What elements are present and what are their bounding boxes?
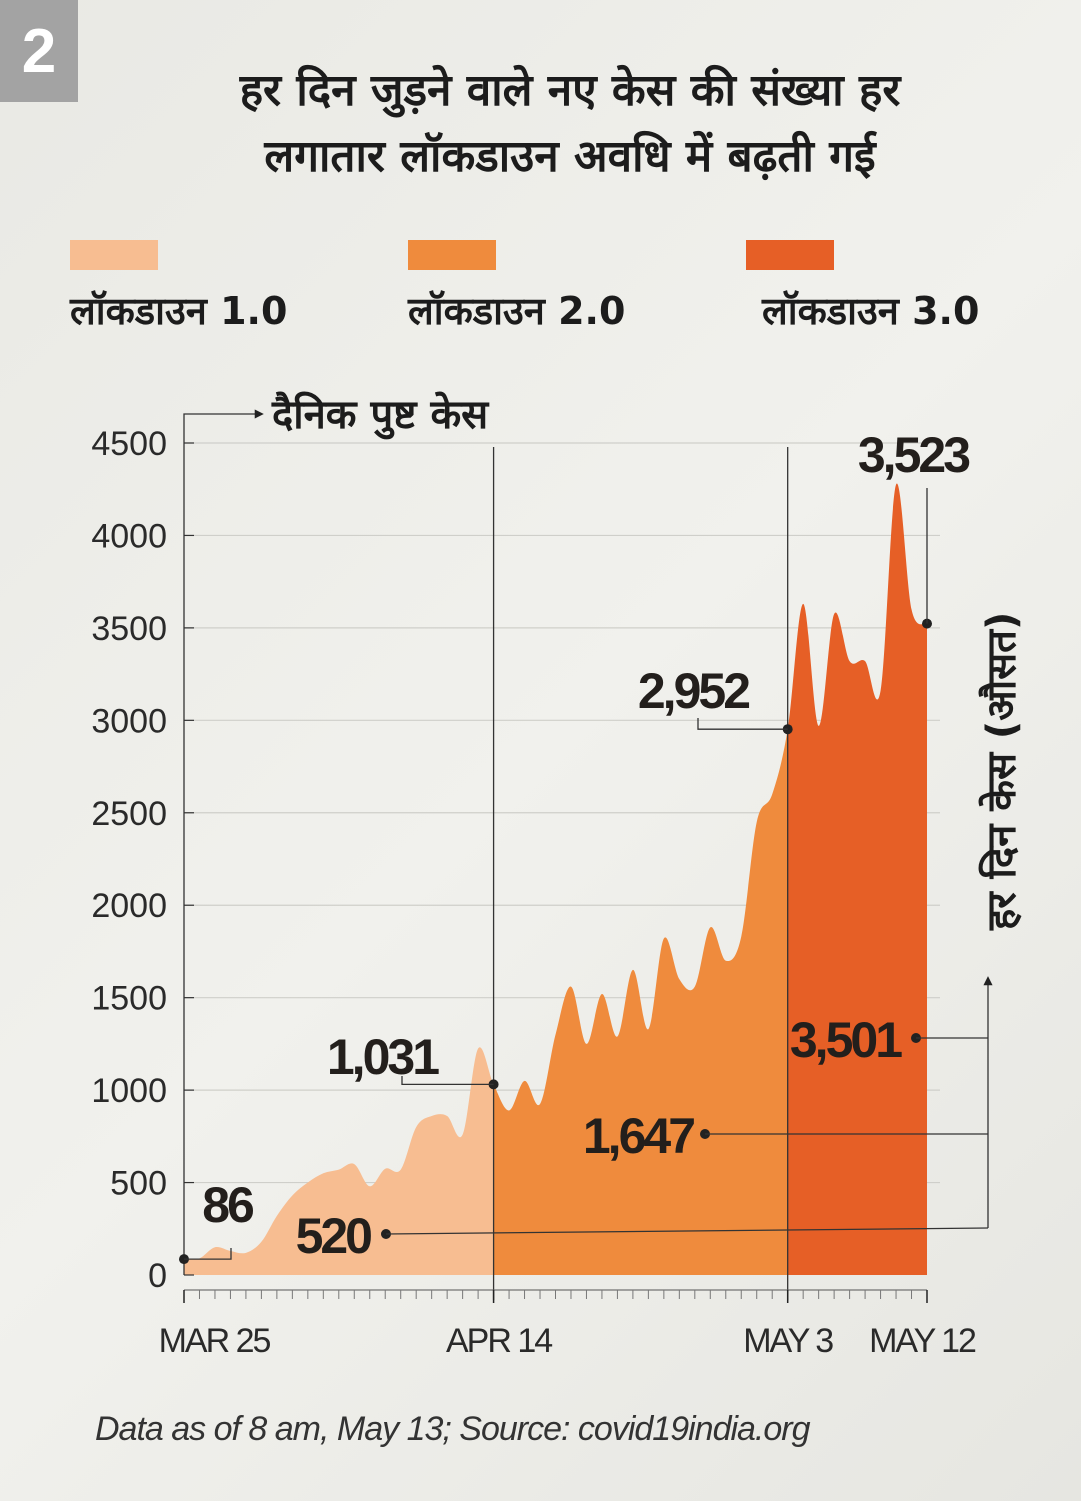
chart-title: हर दिन जुड़ने वाले नए केस की संख्या हर ल… xyxy=(90,58,1050,190)
y-tick-label: 2000 xyxy=(91,887,167,925)
point-label-may12: 3,523 xyxy=(858,427,969,483)
point-label-may3: 2,952 xyxy=(638,663,749,719)
title-line-1: हर दिन जुड़ने वाले नए केस की संख्या हर xyxy=(239,65,901,116)
chart-number-badge: 2 xyxy=(0,0,78,102)
y-axis-label: दैनिक पुष्ट केस xyxy=(271,391,490,440)
y-tick-label: 4500 xyxy=(91,425,167,463)
y-tick-label: 3000 xyxy=(91,702,167,740)
y-tick-label: 1500 xyxy=(91,980,167,1018)
y-tick-label: 3500 xyxy=(91,610,167,648)
legend-swatch xyxy=(408,240,496,270)
point-label-mar25: 86 xyxy=(202,1177,253,1233)
leader-line xyxy=(401,1076,494,1086)
area-lockdown-1 xyxy=(184,1047,494,1275)
x-tick-label: APR 14 xyxy=(446,1322,552,1360)
y-tick-label: 4000 xyxy=(91,517,167,555)
legend: लॉकडाउन 1.0 लॉकडाउन 2.0 लॉकडाउन 3.0 xyxy=(0,240,1081,340)
legend-swatch xyxy=(746,240,834,270)
y-tick-label: 0 xyxy=(148,1257,167,1295)
x-tick-label: MAY 12 xyxy=(869,1322,976,1360)
area-lockdown-2 xyxy=(493,729,788,1275)
right-axis-label: हर दिन केस (औसत) xyxy=(978,612,1025,931)
leader-line xyxy=(697,718,788,730)
legend-item-lockdown-1: लॉकडाउन 1.0 xyxy=(0,240,287,336)
legend-label: लॉकडाउन 3.0 xyxy=(762,289,980,333)
leader-line xyxy=(184,1248,232,1260)
source-note: Data as of 8 am, May 13; Source: covid19… xyxy=(95,1410,811,1448)
y-axis-line xyxy=(183,409,264,1275)
legend-label: लॉकडाउन 2.0 xyxy=(408,289,626,333)
x-tick-label: MAY 3 xyxy=(743,1322,833,1360)
legend-item-lockdown-2: लॉकडाउन 2.0 xyxy=(316,240,625,336)
x-tick-label: MAR 25 xyxy=(159,1322,271,1360)
y-tick-label: 2500 xyxy=(91,795,167,833)
title-line-2: लगातार लॉकडाउन अवधि में बढ़ती गई xyxy=(264,131,876,182)
legend-item-lockdown-3: लॉकडाउन 3.0 xyxy=(654,240,979,336)
average-label-lockdown-2: 1,647 xyxy=(583,1108,694,1164)
legend-swatch xyxy=(70,240,158,270)
y-tick-label: 1000 xyxy=(91,1072,167,1110)
legend-label: लॉकडाउन 1.0 xyxy=(70,289,288,333)
average-label-lockdown-3: 3,501 xyxy=(790,1012,902,1068)
area-lockdown-3 xyxy=(787,483,927,1275)
average-label-lockdown-1: 520 xyxy=(296,1208,372,1264)
y-tick-label: 500 xyxy=(110,1165,167,1203)
leader-line xyxy=(385,1227,989,1235)
point-label-apr14: 1,031 xyxy=(327,1029,439,1085)
